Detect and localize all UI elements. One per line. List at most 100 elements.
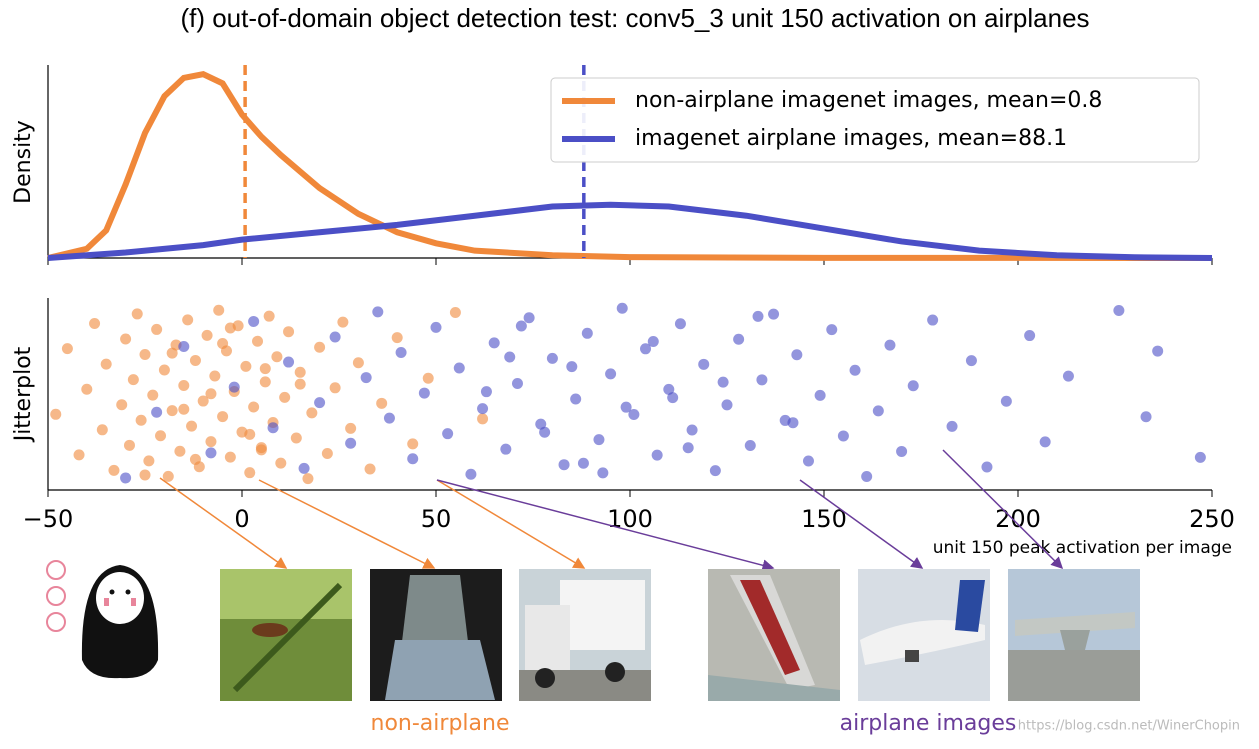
jitter-point [345, 422, 357, 434]
jitter-point [523, 312, 535, 324]
jitter-point [135, 414, 147, 426]
jitter-point [174, 445, 186, 457]
jitter-point [329, 382, 341, 394]
jitter-point [178, 341, 190, 353]
arrow [436, 479, 586, 569]
jitter-point [872, 405, 884, 417]
jitter-point [283, 356, 295, 368]
jitter-point [279, 391, 291, 403]
jitter-point [248, 315, 260, 327]
jitter-point [166, 405, 178, 417]
jitter-point [96, 424, 108, 436]
jitter-point [721, 399, 733, 411]
jitter-point [1039, 436, 1051, 448]
jitter-point [500, 443, 512, 455]
jitter-point [709, 465, 721, 477]
jitter-point [263, 310, 275, 322]
jitter-point [383, 412, 395, 424]
jitter-point [213, 304, 225, 316]
jitter-point [620, 401, 632, 413]
jitter-point [511, 377, 523, 389]
density-line [47, 71, 1213, 261]
jitter-point [127, 374, 139, 386]
jitter-point [197, 395, 209, 407]
watermark: https://blog.csdn.net/WinerChopin [1018, 719, 1240, 734]
jitter-point [558, 459, 570, 471]
jitter-point [1024, 330, 1036, 342]
jitter-point [1152, 345, 1164, 357]
y-label: Jitterplot [11, 346, 36, 443]
x-tick-label: 150 [801, 505, 847, 533]
jitter-point [1140, 411, 1152, 423]
jitter-point [89, 318, 101, 330]
jitter-point [515, 320, 527, 332]
jitter-point [884, 339, 896, 351]
arrow [799, 479, 924, 569]
jitter-point [535, 418, 547, 430]
jitter-point [306, 407, 318, 419]
y-label: Density [11, 120, 36, 204]
jitter-point [965, 355, 977, 367]
jitter-point [442, 428, 454, 440]
jitter-point [488, 337, 500, 349]
photo [1008, 569, 1140, 701]
jitter-point [314, 397, 326, 409]
jitter-point [849, 364, 861, 376]
jitter-point [298, 462, 310, 474]
jitter-point [189, 354, 201, 366]
jitter-point [539, 426, 551, 438]
jitter-point [337, 316, 349, 328]
jitter-point [290, 432, 302, 444]
jitter-point [321, 448, 333, 460]
mascot [46, 560, 159, 679]
jitter-point [147, 389, 159, 401]
jitter-point [391, 332, 403, 344]
jitter-point [546, 352, 558, 364]
jitter-point [178, 380, 190, 392]
x-tick-label: 100 [607, 505, 653, 533]
jitter-point [314, 341, 326, 353]
jitter-point [259, 363, 271, 375]
jitter-point [663, 383, 675, 395]
jitter-point [605, 368, 617, 380]
jitter-point [271, 351, 283, 363]
jitter-point [907, 380, 919, 392]
jitter-point [802, 455, 814, 467]
legend-label: non-airplane imagenet images, mean=0.8 [635, 88, 1102, 113]
jitter-point [896, 445, 908, 457]
jitter-point [205, 388, 217, 400]
jitter-point [283, 326, 295, 338]
jitter-point [577, 457, 589, 469]
jitter-point [504, 351, 516, 363]
photo [858, 569, 990, 701]
x-tick-label: −50 [23, 505, 74, 533]
density-line [47, 201, 1213, 261]
jitter-point [81, 383, 93, 395]
jitter-point [674, 318, 686, 330]
photo [519, 569, 651, 701]
arrow [942, 449, 1064, 570]
jitter-point [477, 403, 489, 415]
jitter-point [73, 449, 85, 461]
jitter-point [422, 372, 434, 384]
jitter-point [267, 422, 279, 434]
jitter-plot: −50 0 50 100 150 200 250 [23, 298, 1235, 533]
jitter-point [116, 399, 128, 411]
jitter-point [407, 438, 419, 450]
jitter-point [186, 420, 198, 432]
jitter-point [205, 447, 217, 459]
jitter-point [217, 411, 229, 423]
jitter-point [120, 472, 132, 484]
jitter-point [1194, 451, 1206, 463]
jitter-point [162, 470, 174, 482]
jitter-point [151, 323, 163, 335]
x-tick-label: 0 [234, 505, 249, 533]
jitter-point [143, 455, 155, 467]
jitter-point [248, 401, 260, 413]
jitter-point [352, 357, 364, 369]
jitter-point [155, 430, 167, 442]
density-plot: non-airplane imagenet images, mean=0.8 im… [47, 65, 1213, 265]
jitter-point [597, 467, 609, 479]
jitter-point [189, 453, 201, 465]
